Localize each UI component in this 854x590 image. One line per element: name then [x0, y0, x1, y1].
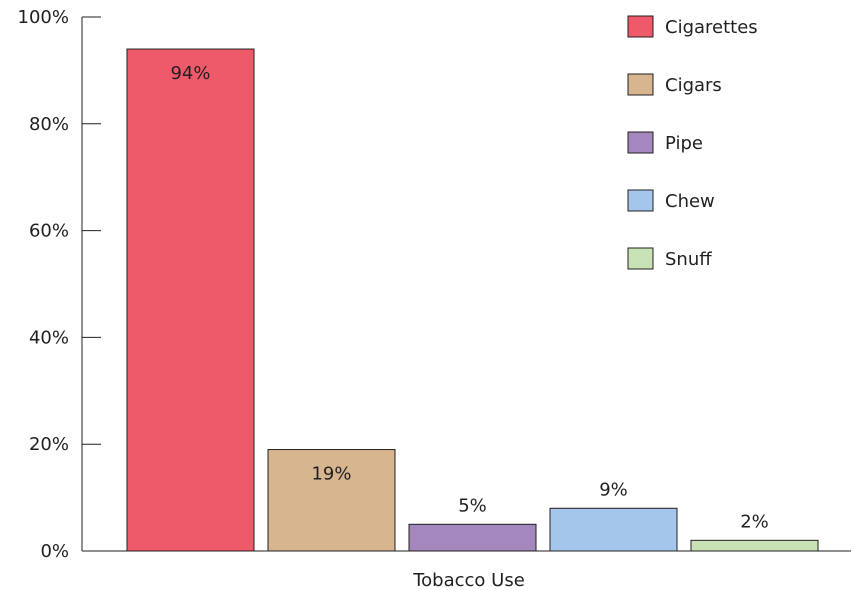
legend: Cigarettes Cigars Pipe Chew Snuff	[627, 15, 758, 270]
legend-label: Chew	[665, 191, 715, 212]
bar-pipe	[408, 523, 537, 552]
bars	[126, 48, 819, 552]
bar-snuff	[690, 539, 819, 552]
legend-label: Cigars	[665, 75, 722, 96]
x-axis-title: Tobacco Use	[412, 570, 525, 590]
legend-swatch-cigarettes	[627, 15, 654, 38]
legend-label: Snuff	[665, 249, 712, 270]
bar-chew	[549, 507, 678, 552]
bar-value-label: 9%	[599, 479, 628, 500]
y-tick-label: 0%	[40, 541, 69, 562]
y-axis: 0% 20% 40% 60% 80% 100%	[18, 7, 101, 562]
y-tick-label: 80%	[29, 114, 69, 135]
y-tick-label: 60%	[29, 221, 69, 242]
legend-swatch-cigars	[627, 73, 654, 96]
y-tick-label: 100%	[18, 7, 69, 28]
legend-swatch-chew	[627, 189, 654, 212]
bar-value-label: 19%	[311, 464, 351, 485]
y-tick-label: 20%	[29, 434, 69, 455]
bar-value-label: 94%	[170, 63, 210, 84]
bar-labels: 94% 19% 5% 9% 2%	[170, 63, 768, 532]
bar-value-label: 2%	[740, 511, 769, 532]
legend-label: Pipe	[665, 133, 703, 154]
bar-cigarettes	[126, 48, 255, 552]
legend-swatch-snuff	[627, 247, 654, 270]
legend-label: Cigarettes	[665, 17, 758, 38]
bar-cigars	[267, 449, 396, 552]
y-tick-label: 40%	[29, 327, 69, 348]
bar-value-label: 5%	[458, 495, 487, 516]
legend-swatch-pipe	[627, 131, 654, 154]
